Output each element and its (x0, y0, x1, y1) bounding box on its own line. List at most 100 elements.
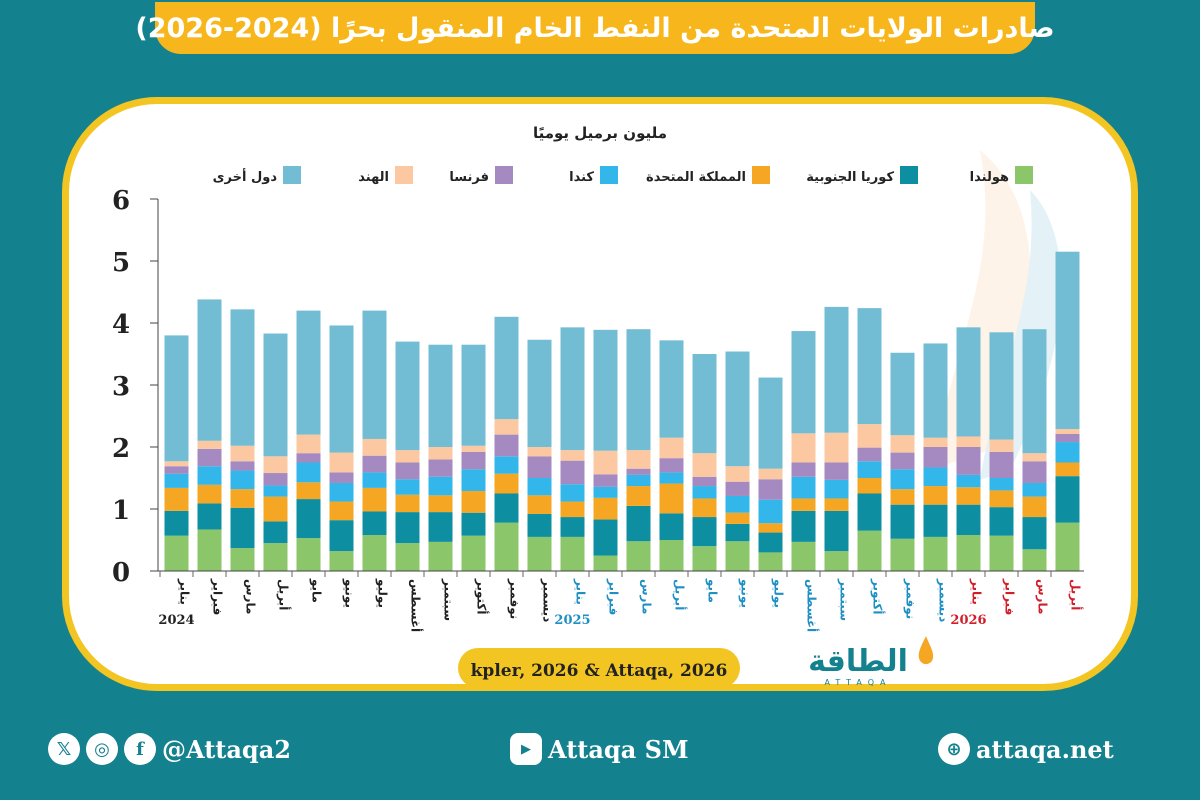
x-tick-label: فبراير (211, 578, 225, 615)
bar-segment-1 (890, 504, 915, 539)
bar-segment-3 (494, 456, 519, 474)
bar-segment-2 (791, 498, 816, 511)
x-tick-label: مايو (705, 578, 720, 603)
x-tick-label: أبريل (1069, 579, 1084, 610)
bar-segment-0 (461, 535, 486, 571)
bar-segment-4 (461, 451, 486, 470)
bar-segment-0 (824, 551, 849, 571)
y-tick-label: 1 (112, 496, 130, 526)
bar-stack (758, 377, 783, 571)
bar-segment-5 (329, 452, 354, 473)
legend-item: فرنسا (449, 166, 513, 185)
legend-label: هولندا (970, 170, 1009, 185)
bar-segment-4 (395, 462, 420, 480)
bar-segment-2 (263, 496, 288, 522)
bar-stack (659, 340, 684, 571)
bar-segment-2 (1055, 462, 1080, 477)
legend-label: فرنسا (449, 170, 489, 185)
globe-icon[interactable]: ⊕ (938, 733, 970, 765)
x-tick-label: يونيو (342, 578, 357, 608)
bar-segment-1 (494, 493, 519, 523)
bar-segment-6 (791, 331, 816, 434)
bar-segment-6 (659, 340, 684, 438)
source-text: kpler, 2026 & Attaqa, 2026 (471, 661, 728, 681)
bars (164, 251, 1080, 571)
bar-segment-1 (725, 523, 750, 542)
bar-segment-2 (428, 495, 453, 513)
bar-segment-0 (1055, 522, 1080, 571)
x-tick-label: يوليو (771, 578, 786, 608)
bar-segment-4 (1022, 461, 1047, 483)
bar-segment-4 (263, 473, 288, 486)
bar-segment-0 (593, 555, 618, 571)
bar-segment-1 (230, 507, 255, 549)
facebook-icon[interactable]: f (124, 733, 156, 765)
bar-segment-3 (197, 466, 222, 485)
bar-stack (527, 339, 552, 571)
legend-item: الهند (358, 166, 413, 185)
bar-segment-5 (461, 445, 486, 452)
bar-segment-1 (692, 517, 717, 547)
bar-stack (923, 343, 948, 571)
bar-segment-6 (296, 310, 321, 435)
bar-segment-0 (230, 548, 255, 571)
x-tick-label: يناير (574, 578, 588, 605)
bar-stack (428, 344, 453, 571)
bar-segment-0 (989, 535, 1014, 571)
x-tick-label: يناير (178, 578, 192, 605)
x-tick-label: أبريل (673, 579, 688, 610)
bar-segment-5 (1022, 453, 1047, 462)
bar-stack (329, 325, 354, 571)
legend-swatch (1015, 166, 1033, 184)
x-axis: يناير فبراير مارس أبريل مايو يونيو يوليو أغسطس س… (158, 570, 1084, 632)
y-tick-label: 3 (112, 372, 130, 402)
bar-segment-4 (923, 447, 948, 468)
unit-label: مليون برميل يوميًا (533, 124, 667, 142)
x-tick-label: مايو (309, 578, 324, 603)
bar-segment-6 (428, 344, 453, 447)
y-tick-label: 2 (112, 434, 130, 464)
bar-segment-3 (1022, 482, 1047, 497)
x-tick-label: نوفمبر (903, 578, 918, 619)
bar-segment-3 (230, 470, 255, 490)
x-tick-label: سبتمبر (838, 578, 852, 621)
bar-segment-2 (461, 491, 486, 513)
bar-segment-4 (692, 476, 717, 487)
x-tick-label: أبريل (277, 579, 292, 610)
bar-stack (296, 310, 321, 571)
bar-segment-0 (494, 522, 519, 571)
youtube-icon[interactable]: ▶ (510, 733, 542, 765)
bar-segment-1 (923, 504, 948, 537)
bar-segment-6 (461, 344, 486, 446)
bar-stack (692, 354, 717, 571)
bar-stack (1022, 329, 1047, 571)
bar-segment-4 (593, 474, 618, 487)
logo-subtext: ATTAQA (825, 678, 892, 687)
bar-segment-0 (296, 538, 321, 571)
bar-segment-1 (857, 493, 882, 531)
bar-segment-5 (362, 438, 387, 456)
legend-swatch (283, 166, 301, 184)
legend-label: المملكة المتحدة (646, 170, 746, 185)
bar-segment-2 (824, 498, 849, 511)
bar-segment-0 (197, 529, 222, 571)
instagram-icon[interactable]: ◎ (86, 733, 118, 765)
bar-stack (395, 341, 420, 571)
bar-segment-2 (164, 487, 189, 511)
bar-segment-1 (1022, 517, 1047, 550)
bar-segment-4 (758, 479, 783, 500)
bar-segment-5 (1055, 429, 1080, 434)
bar-segment-5 (164, 461, 189, 467)
social-handle[interactable]: @Attaqa2 (162, 734, 291, 764)
website-label[interactable]: attaqa.net (976, 734, 1114, 764)
x-tick-label: أكتوبر (474, 578, 490, 614)
bar-segment-1 (989, 507, 1014, 536)
youtube-label[interactable]: Attaqa SM (548, 734, 689, 764)
bar-stack (593, 329, 618, 571)
bar-segment-2 (956, 487, 981, 505)
bar-segment-4 (296, 453, 321, 463)
bar-segment-5 (659, 437, 684, 459)
bar-segment-6 (593, 329, 618, 451)
bar-stack (164, 335, 189, 571)
x-icon[interactable]: 𝕏 (48, 733, 80, 765)
